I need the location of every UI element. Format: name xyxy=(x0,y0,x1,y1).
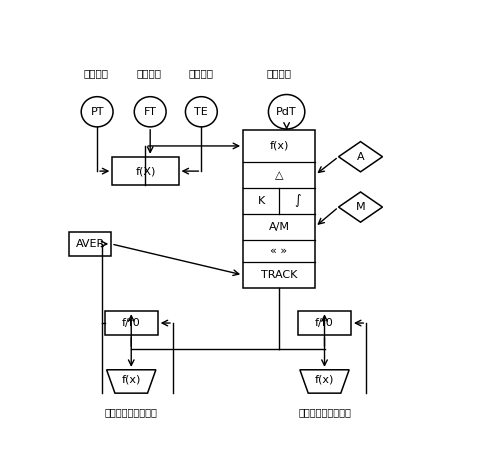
Text: AVER: AVER xyxy=(76,239,105,249)
Text: K: K xyxy=(257,196,264,206)
Text: 一次风量: 一次风量 xyxy=(136,69,161,78)
Text: △: △ xyxy=(274,170,283,180)
Text: 一次风压: 一次风压 xyxy=(83,69,108,78)
Text: A/M: A/M xyxy=(268,222,289,232)
Text: TRACK: TRACK xyxy=(260,270,297,280)
Text: f/f0: f/f0 xyxy=(314,318,333,328)
Text: 右侧水冷螺旋机转速: 右侧水冷螺旋机转速 xyxy=(298,407,350,417)
Text: TE: TE xyxy=(194,107,208,117)
Text: PT: PT xyxy=(90,107,103,117)
Text: f(x): f(x) xyxy=(122,375,141,385)
Text: f(X): f(X) xyxy=(135,166,155,176)
Text: 一次风温: 一次风温 xyxy=(188,69,213,78)
Text: f(x): f(x) xyxy=(269,141,288,151)
FancyBboxPatch shape xyxy=(297,311,350,335)
FancyBboxPatch shape xyxy=(112,157,178,185)
Text: ∫: ∫ xyxy=(293,194,300,207)
FancyBboxPatch shape xyxy=(243,130,314,288)
Text: M: M xyxy=(355,202,365,212)
Text: A: A xyxy=(356,152,364,162)
Text: FT: FT xyxy=(143,107,156,117)
Text: 左侧水冷螺旋机转速: 左侧水冷螺旋机转速 xyxy=(104,407,157,417)
Text: f(x): f(x) xyxy=(314,375,333,385)
Text: 料层差压: 料层差压 xyxy=(266,69,291,78)
Text: f/f0: f/f0 xyxy=(122,318,141,328)
FancyBboxPatch shape xyxy=(104,311,158,335)
FancyBboxPatch shape xyxy=(69,232,111,255)
Text: « »: « » xyxy=(270,246,287,256)
Text: PdT: PdT xyxy=(276,107,296,117)
